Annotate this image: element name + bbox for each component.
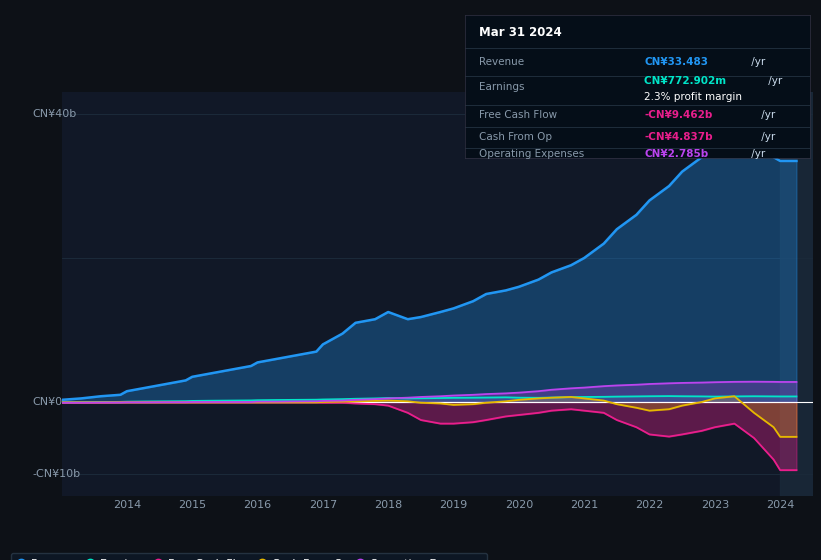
Bar	[780, 92, 813, 496]
Text: CN¥40b: CN¥40b	[33, 109, 77, 119]
Text: Free Cash Flow: Free Cash Flow	[479, 110, 557, 120]
Text: /yr: /yr	[759, 110, 776, 120]
Text: CN¥2.785b: CN¥2.785b	[644, 149, 709, 158]
Text: CN¥772.902m: CN¥772.902m	[644, 76, 730, 86]
Legend: Revenue, Earnings, Free Cash Flow, Cash From Op, Operating Expenses: Revenue, Earnings, Free Cash Flow, Cash …	[11, 553, 488, 560]
Text: -CN¥10b: -CN¥10b	[33, 469, 81, 479]
Text: /yr: /yr	[765, 76, 782, 86]
Text: -CN¥4.837b: -CN¥4.837b	[644, 132, 713, 142]
Text: Operating Expenses: Operating Expenses	[479, 149, 584, 158]
Text: Cash From Op: Cash From Op	[479, 132, 552, 142]
Text: CN¥0: CN¥0	[33, 397, 63, 407]
Text: CN¥33.483: CN¥33.483	[644, 57, 709, 67]
Text: /yr: /yr	[748, 149, 765, 158]
Text: 2.3% profit margin: 2.3% profit margin	[644, 91, 742, 101]
Text: Revenue: Revenue	[479, 57, 524, 67]
Text: /yr: /yr	[759, 132, 776, 142]
Text: Mar 31 2024: Mar 31 2024	[479, 26, 562, 39]
Text: -CN¥9.462b: -CN¥9.462b	[644, 110, 713, 120]
Text: /yr: /yr	[748, 57, 765, 67]
Text: Earnings: Earnings	[479, 82, 525, 91]
